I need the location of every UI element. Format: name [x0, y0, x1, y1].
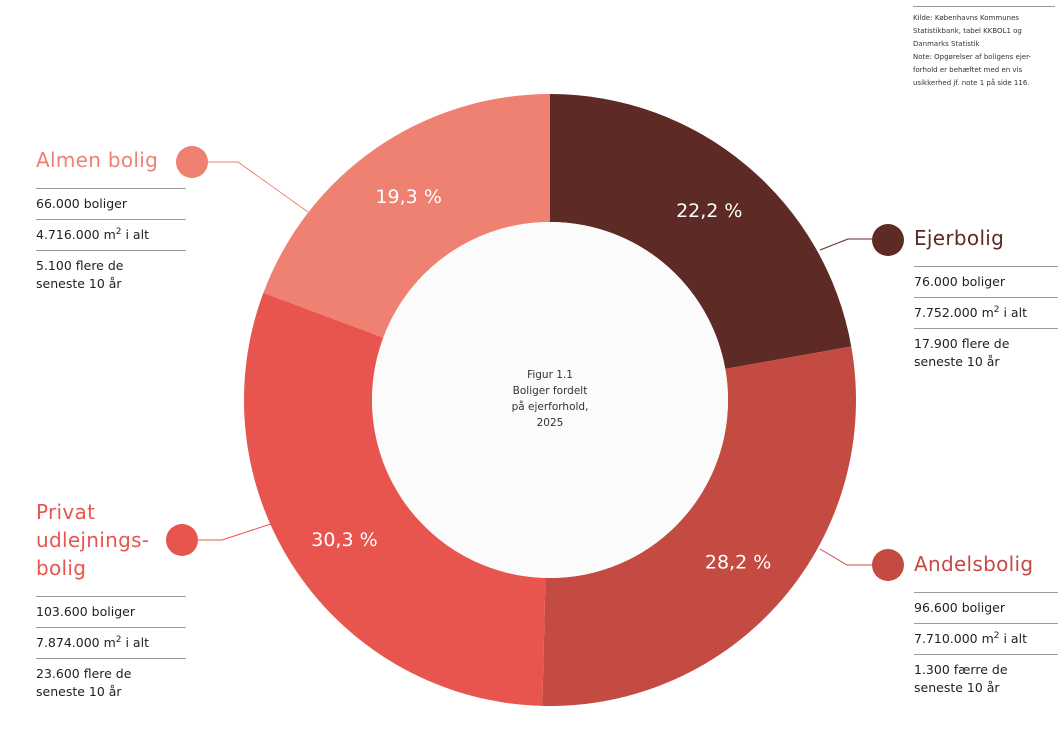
privat-change: 23.600 flere de seneste 10 år: [36, 658, 186, 707]
source-line: Danmarks Statistik: [913, 40, 980, 48]
andelsbolig-areal-suffix: i alt: [999, 631, 1027, 646]
figure-year: 2025: [536, 417, 564, 429]
figure-number: Figur 1.1: [527, 369, 573, 381]
ejerbolig-change: 17.900 flere de seneste 10 år: [914, 328, 1058, 377]
almen-change: 5.100 flere de seneste 10 år: [36, 250, 186, 299]
privat-info: Privat udlejnings- bolig 103.600 boliger…: [36, 498, 186, 707]
privat-title: Privat udlejnings- bolig: [36, 498, 186, 582]
privat-areal-sup: 2: [115, 634, 122, 645]
almen-areal-text: 4.716.000 m: [36, 227, 116, 242]
andelsbolig-marker: [872, 549, 904, 581]
ejerbolig-title: Ejerbolig: [914, 226, 1005, 250]
percent-label-andelsbolig: 28,2 %: [705, 552, 771, 574]
andelsbolig-areal: 7.710.000 m2 i alt: [914, 623, 1058, 654]
privat-title-line3: bolig: [36, 556, 87, 580]
ejerbolig-info: Ejerbolig 76.000 boliger 7.752.000 m2 i …: [914, 224, 1058, 377]
note-line: forhold er behæftet med en vis: [913, 66, 1023, 74]
ejerbolig-boliger-text: 76.000 boliger: [914, 274, 1006, 289]
figure-title-line: Boliger fordelt: [512, 385, 588, 397]
privat-boliger-text: 103.600 boliger: [36, 604, 135, 619]
andelsbolig-areal-text: 7.710.000 m: [914, 631, 994, 646]
percent-labels: 22,2 % 28,2 % 30,3 % 19,3 %: [311, 186, 771, 573]
ejerbolig-change-line1: 17.900 flere de: [914, 336, 1010, 351]
privat-title-line2: udlejnings-: [36, 528, 150, 552]
percent-label-privat: 30,3 %: [311, 529, 377, 551]
donut-slice-ejerbolig: [550, 94, 852, 369]
note-line: usikkerhed jf. note 1 på side 116.: [913, 79, 1030, 87]
leader-line-andelsbolig: [819, 548, 872, 566]
andelsbolig-boliger: 96.600 boliger: [914, 592, 1058, 623]
source-line: Statistikbank, tabel KKBOL1 og: [913, 27, 1022, 35]
almen-areal-suffix: i alt: [121, 227, 149, 242]
andelsbolig-info: Andelsbolig 96.600 boliger 7.710.000 m2 …: [914, 550, 1058, 703]
ejerbolig-areal-suffix: i alt: [999, 305, 1027, 320]
almen-areal-sup: 2: [115, 226, 122, 237]
privat-marker: [166, 524, 198, 556]
donut-slice-andelsbolig: [542, 346, 856, 707]
privat-areal: 7.874.000 m2 i alt: [36, 627, 186, 658]
figure-title-line: på ejerforhold,: [511, 401, 589, 413]
andelsbolig-change: 1.300 færre de seneste 10 år: [914, 654, 1058, 703]
almen-change-line1: 5.100 flere de: [36, 258, 124, 273]
andelsbolig-title: Andelsbolig: [914, 552, 1034, 576]
leader-line-almen: [208, 161, 309, 213]
ejerbolig-change-line2: seneste 10 år: [914, 354, 1000, 369]
figure-caption: Figur 1.1 Boliger fordelt på ejerforhold…: [490, 367, 610, 431]
donut-center: [372, 222, 728, 578]
privat-areal-text: 7.874.000 m: [36, 635, 116, 650]
andelsbolig-boliger-text: 96.600 boliger: [914, 600, 1006, 615]
ejerbolig-areal-sup: 2: [993, 304, 1000, 315]
leader-line-privat: [198, 519, 284, 541]
andelsbolig-change-line1: 1.300 færre de: [914, 662, 1008, 677]
percent-label-ejerbolig: 22,2 %: [676, 200, 742, 222]
almen-change-line2: seneste 10 år: [36, 276, 122, 291]
almen-boliger-text: 66.000 boliger: [36, 196, 128, 211]
privat-areal-suffix: i alt: [121, 635, 149, 650]
andelsbolig-change-line2: seneste 10 år: [914, 680, 1000, 695]
source-line: Kilde: Københavns Kommunes: [913, 14, 1020, 22]
andelsbolig-areal-sup: 2: [993, 630, 1000, 641]
privat-change-line2: seneste 10 år: [36, 684, 122, 699]
ejerbolig-areal-text: 7.752.000 m: [914, 305, 994, 320]
ejerbolig-marker: [872, 224, 904, 256]
ejerbolig-boliger: 76.000 boliger: [914, 266, 1058, 297]
almen-boliger: 66.000 boliger: [36, 188, 186, 219]
leader-lines: [198, 161, 872, 566]
donut-slices: [243, 94, 856, 707]
leader-line-ejerbolig: [819, 238, 872, 251]
source-note: Kilde: Københavns Kommunes Statistikbank…: [913, 6, 1055, 90]
almen-title: Almen bolig: [36, 148, 159, 172]
privat-title-line1: Privat: [36, 500, 96, 524]
privat-boliger: 103.600 boliger: [36, 596, 186, 627]
note-line: Note: Opgørelser af boligens ejer-: [913, 53, 1032, 61]
donut-slice-privat: [243, 292, 546, 706]
privat-change-line1: 23.600 flere de: [36, 666, 132, 681]
ejerbolig-areal: 7.752.000 m2 i alt: [914, 297, 1058, 328]
donut-slice-almen: [263, 94, 550, 338]
percent-label-almen: 19,3 %: [375, 186, 441, 208]
almen-marker: [176, 146, 208, 178]
almen-info: Almen bolig 66.000 boliger 4.716.000 m2 …: [36, 146, 186, 299]
almen-areal: 4.716.000 m2 i alt: [36, 219, 186, 250]
